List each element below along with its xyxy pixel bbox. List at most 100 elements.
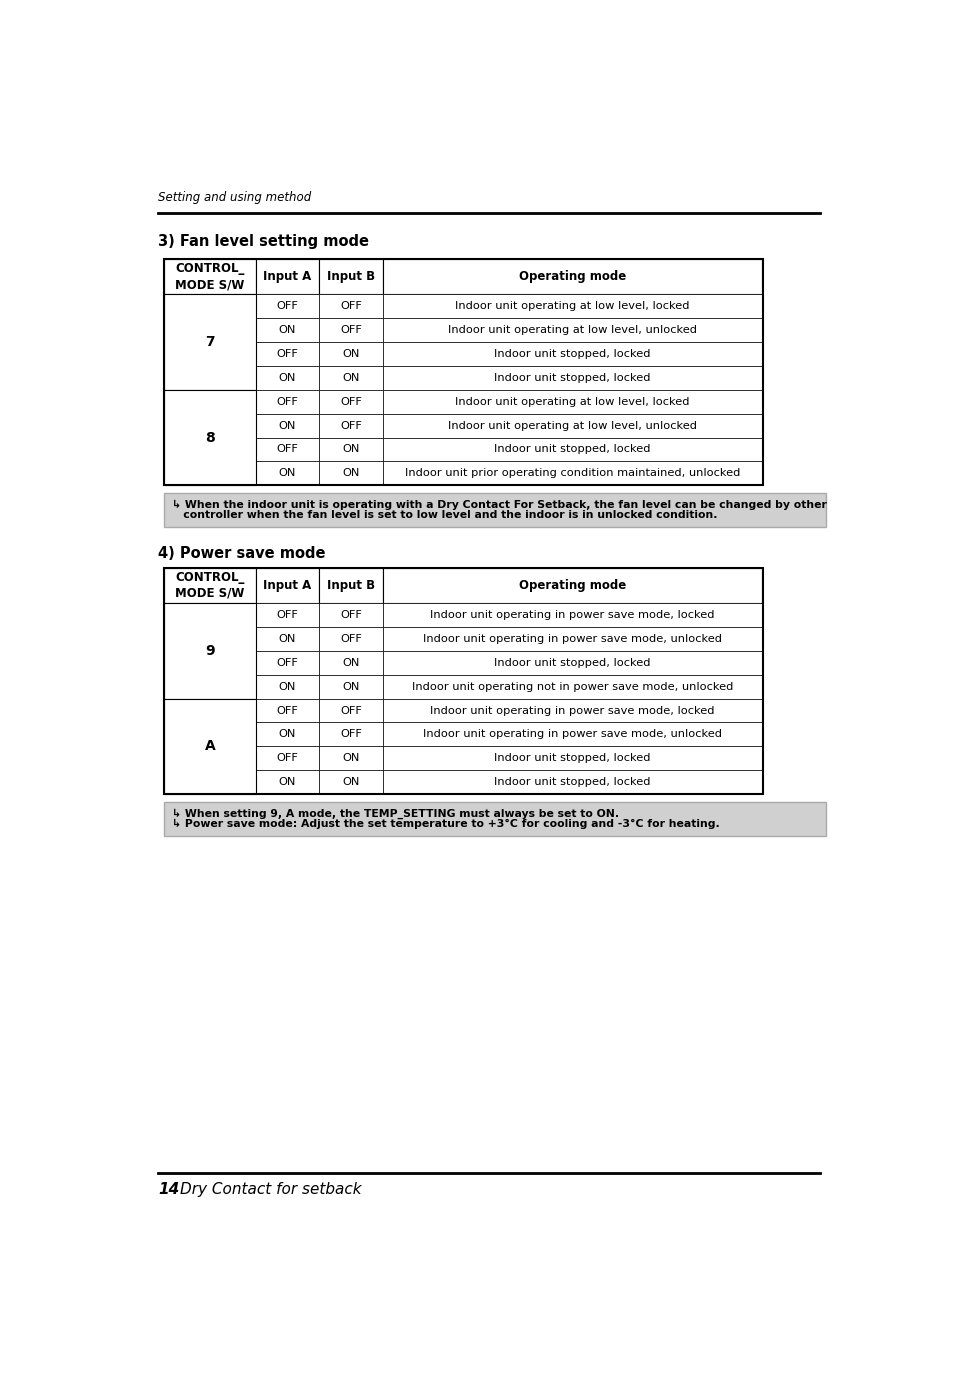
Bar [255, 413, 319, 437]
Bar [164, 802, 825, 836]
Bar [164, 603, 255, 699]
Text: ON: ON [278, 729, 295, 739]
Text: 8: 8 [205, 431, 214, 445]
Bar [382, 462, 761, 486]
Bar [255, 365, 319, 389]
Bar [164, 259, 761, 486]
Bar [164, 699, 255, 794]
Text: Indoor unit stopped, locked: Indoor unit stopped, locked [494, 372, 650, 382]
Text: ON: ON [342, 372, 359, 382]
Bar [319, 770, 382, 794]
Text: Indoor unit operating at low level, unlocked: Indoor unit operating at low level, unlo… [448, 420, 697, 431]
Bar [255, 437, 319, 462]
Text: Indoor unit prior operating condition maintained, unlocked: Indoor unit prior operating condition ma… [404, 469, 740, 479]
Text: ON: ON [278, 420, 295, 431]
Bar [382, 603, 761, 627]
Text: Input A: Input A [263, 270, 312, 283]
Bar [382, 259, 761, 294]
Text: ON: ON [342, 349, 359, 358]
Text: ON: ON [278, 634, 295, 644]
Bar [382, 699, 761, 722]
Bar [164, 389, 255, 486]
Bar [382, 437, 761, 462]
Bar [319, 294, 382, 318]
Bar [164, 567, 255, 603]
Bar [255, 675, 319, 699]
Text: OFF: OFF [339, 420, 361, 431]
Text: Indoor unit stopped, locked: Indoor unit stopped, locked [494, 753, 650, 763]
Text: Indoor unit operating in power save mode, unlocked: Indoor unit operating in power save mode… [423, 634, 721, 644]
Bar [382, 722, 761, 746]
Text: Indoor unit operating in power save mode, unlocked: Indoor unit operating in power save mode… [423, 729, 721, 739]
Text: OFF: OFF [276, 753, 298, 763]
Text: ↳ When the indoor unit is operating with a Dry Contact For Setback, the fan leve: ↳ When the indoor unit is operating with… [172, 500, 826, 510]
Bar [255, 770, 319, 794]
Text: Indoor unit stopped, locked: Indoor unit stopped, locked [494, 349, 650, 358]
Bar [255, 722, 319, 746]
Text: Indoor unit operating in power save mode, locked: Indoor unit operating in power save mode… [430, 610, 714, 620]
Text: Indoor unit operating at low level, locked: Indoor unit operating at low level, lock… [455, 396, 689, 406]
Text: Input B: Input B [327, 580, 375, 592]
Text: controller when the fan level is set to low level and the indoor is in unlocked : controller when the fan level is set to … [172, 511, 717, 521]
Text: Dry Contact for setback: Dry Contact for setback [179, 1182, 361, 1197]
Text: Indoor unit stopped, locked: Indoor unit stopped, locked [494, 444, 650, 455]
Text: 7: 7 [205, 335, 214, 349]
Bar [319, 318, 382, 342]
Text: ON: ON [342, 469, 359, 479]
Text: A: A [204, 739, 215, 753]
Text: Indoor unit stopped, locked: Indoor unit stopped, locked [494, 777, 650, 787]
Text: OFF: OFF [339, 729, 361, 739]
Text: CONTROL_
MODE S/W: CONTROL_ MODE S/W [175, 262, 244, 291]
Text: Indoor unit operating not in power save mode, unlocked: Indoor unit operating not in power save … [412, 682, 733, 692]
Text: ON: ON [278, 469, 295, 479]
Bar [319, 699, 382, 722]
Text: 9: 9 [205, 644, 214, 658]
Text: ON: ON [342, 444, 359, 455]
Text: Indoor unit operating at low level, unlocked: Indoor unit operating at low level, unlo… [448, 325, 697, 335]
Text: OFF: OFF [276, 301, 298, 311]
Text: Input A: Input A [263, 580, 312, 592]
Text: ↳ When setting 9, A mode, the TEMP_SETTING must always be set to ON.: ↳ When setting 9, A mode, the TEMP_SETTI… [172, 808, 618, 819]
Bar [382, 675, 761, 699]
Text: Input B: Input B [327, 270, 375, 283]
Text: ON: ON [278, 682, 295, 692]
Text: Indoor unit stopped, locked: Indoor unit stopped, locked [494, 658, 650, 668]
Text: 4) Power save mode: 4) Power save mode [158, 546, 325, 561]
Bar [382, 567, 761, 603]
Bar [255, 603, 319, 627]
Text: OFF: OFF [276, 396, 298, 406]
Bar [255, 318, 319, 342]
Text: Setting and using method: Setting and using method [158, 190, 311, 204]
Bar [319, 462, 382, 486]
Text: OFF: OFF [276, 610, 298, 620]
Bar [319, 651, 382, 675]
Text: OFF: OFF [276, 706, 298, 715]
Text: ON: ON [278, 325, 295, 335]
Bar [255, 567, 319, 603]
Text: ON: ON [342, 682, 359, 692]
Bar [164, 294, 255, 389]
Bar [319, 389, 382, 413]
Bar [255, 294, 319, 318]
Text: Operating mode: Operating mode [518, 580, 625, 592]
Bar [382, 651, 761, 675]
Bar [382, 627, 761, 651]
Bar [319, 413, 382, 437]
Text: OFF: OFF [339, 325, 361, 335]
Bar [255, 462, 319, 486]
Text: OFF: OFF [339, 634, 361, 644]
Text: 14: 14 [158, 1182, 179, 1197]
Bar [382, 318, 761, 342]
Text: OFF: OFF [276, 444, 298, 455]
Text: OFF: OFF [339, 706, 361, 715]
Bar [382, 746, 761, 770]
Bar [319, 567, 382, 603]
Bar [382, 389, 761, 413]
Bar [255, 746, 319, 770]
Bar [255, 342, 319, 365]
Bar [319, 746, 382, 770]
Text: Indoor unit operating at low level, locked: Indoor unit operating at low level, lock… [455, 301, 689, 311]
Bar [164, 567, 761, 794]
Bar [164, 259, 255, 294]
Bar [255, 259, 319, 294]
